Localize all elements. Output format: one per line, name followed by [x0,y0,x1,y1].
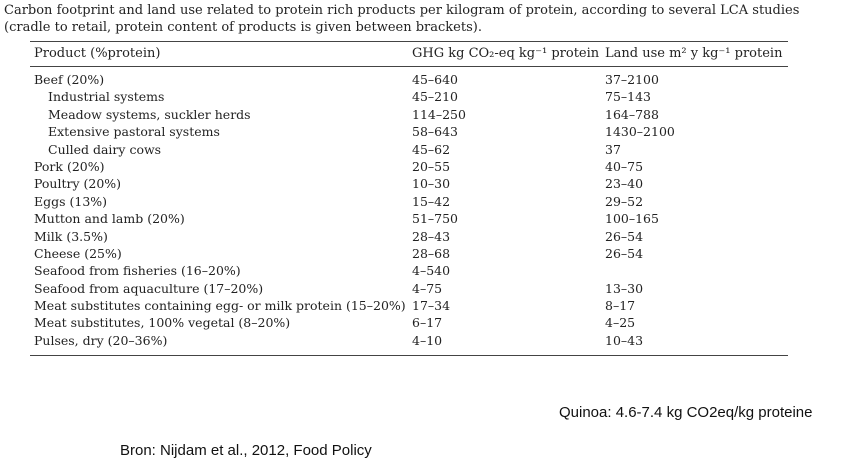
cell-ghg: 28–68 [412,245,451,261]
lca-table: Product (%protein) GHG kg CO₂-eq kg⁻¹ pr… [30,41,788,357]
cell-product: Industrial systems [48,89,165,105]
table-row: Meat substitutes, 100% vegetal (8–20%) 6–… [30,314,788,331]
cell-land-use: 8–17 [605,298,636,314]
cell-product: Seafood from aquaculture (17–20%) [34,280,264,296]
table-row: Meat substitutes containing egg- or milk… [30,297,788,314]
table-caption: Carbon footprint and land use related to… [4,3,800,35]
table-row: Milk (3.5%) 28–43 26–54 [30,228,788,245]
cell-land-use: 37 [605,141,621,157]
cell-product: Meat substitutes containing egg- or milk… [34,298,406,314]
cell-ghg: 114–250 [412,106,466,122]
table-row: Culled dairy cows 45–62 37 [30,141,788,158]
table-row: Eggs (13%) 15–42 29–52 [30,193,788,210]
cell-land-use: 164–788 [605,106,659,122]
cell-product: Milk (3.5%) [34,228,108,244]
cell-land-use: 4–25 [605,315,636,331]
cell-product: Culled dairy cows [48,141,162,157]
cell-ghg: 10–30 [412,176,451,192]
table-row: Seafood from fisheries (16–20%) 4–540 [30,262,788,279]
cell-product: Beef (20%) [34,72,105,87]
cell-land-use: 10–43 [605,332,644,348]
cell-product: Meadow systems, suckler herds [48,106,251,122]
table-row: Pork (20%) 20–55 40–75 [30,158,788,175]
cell-product: Pork (20%) [34,158,105,174]
cell-product: Meat substitutes, 100% vegetal (8–20%) [34,315,291,331]
cell-land-use: 26–54 [605,228,644,244]
quinoa-note: Quinoa: 4.6-7.4 kg CO2eq/kg proteine [559,404,813,421]
cell-ghg: 45–640 [412,72,459,87]
header-ghg: GHG kg CO₂-eq kg⁻¹ protein [412,46,600,61]
cell-land-use: 75–143 [605,89,652,105]
cell-ghg: 45–210 [412,89,459,105]
cell-ghg: 6–17 [412,315,443,331]
cell-ghg: 15–42 [412,193,451,209]
table-row: Beef (20%) 45–640 37–2100 [30,71,788,88]
cell-ghg: 28–43 [412,228,451,244]
cell-ghg: 58–643 [412,124,459,140]
cell-land-use: 26–54 [605,245,644,261]
cell-product: Seafood from fisheries (16–20%) [34,263,241,279]
cell-ghg: 4–75 [412,280,443,296]
cell-land-use: 29–52 [605,193,644,209]
cell-ghg: 51–750 [412,211,459,227]
cell-land-use: 23–40 [605,176,644,192]
cell-land-use: 40–75 [605,158,644,174]
cell-land-use: 100–165 [605,211,659,227]
cell-ghg: 45–62 [412,141,451,157]
table-row: Cheese (25%) 28–68 26–54 [30,245,788,262]
header-product: Product (%protein) [34,46,161,61]
table-row: Extensive pastoral systems 58–643 1430–210… [30,123,788,140]
cell-product: Cheese (25%) [34,245,122,261]
table-body: Beef (20%) 45–640 37–2100 Industrial system… [30,67,788,355]
table-row: Seafood from aquaculture (17–20%) 4–75 13–… [30,280,788,297]
header-land-use: Land use m² y kg⁻¹ protein [605,46,783,61]
table-header: Product (%protein) GHG kg CO₂-eq kg⁻¹ pr… [30,42,788,67]
cell-ghg: 4–540 [412,263,451,279]
table-row: Industrial systems 45–210 75–143 [30,88,788,105]
table-row: Mutton and lamb (20%) 51–750 100–165 [30,210,788,227]
cell-product: Poultry (20%) [34,176,122,192]
cell-ghg: 4–10 [412,332,443,348]
cell-product: Extensive pastoral systems [48,124,220,140]
cell-product: Pulses, dry (20–36%) [34,332,168,348]
cell-land-use: 13–30 [605,280,644,296]
cell-ghg: 17–34 [412,298,451,314]
cell-ghg: 20–55 [412,158,451,174]
source-citation: Bron: Nijdam et al., 2012, Food Policy [120,442,372,459]
cell-land-use: 1430–2100 [605,124,675,140]
table-row: Poultry (20%) 10–30 23–40 [30,175,788,192]
cell-product: Mutton and lamb (20%) [34,211,185,227]
table-row: Meadow systems, suckler herds 114–250 164–… [30,106,788,123]
cell-land-use: 37–2100 [605,72,659,87]
table-row: Pulses, dry (20–36%) 4–10 10–43 [30,332,788,349]
cell-product: Eggs (13%) [34,193,108,209]
